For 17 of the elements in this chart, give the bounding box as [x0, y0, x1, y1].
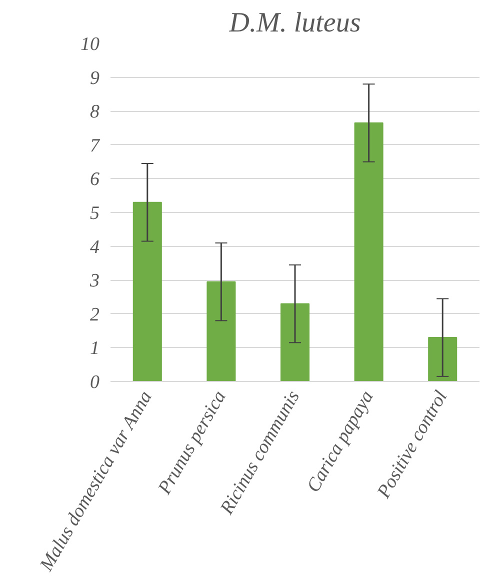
y-tick-label: 8 [90, 102, 100, 123]
y-tick-label: 5 [90, 203, 100, 224]
bar [354, 122, 384, 382]
y-tick-label: 4 [90, 236, 100, 258]
bar [206, 281, 236, 382]
bar [132, 202, 162, 382]
y-tick-label: 2 [90, 304, 100, 326]
y-tick-label: 3 [89, 270, 100, 292]
y-tick-label: 0 [90, 372, 100, 393]
y-tick-label: 10 [80, 34, 100, 55]
chart-title: D.M. luteus [228, 8, 361, 38]
y-tick-label: 1 [90, 338, 100, 360]
y-tick-label: 6 [90, 169, 100, 190]
bar [280, 303, 310, 382]
bar [428, 337, 458, 382]
y-tick-label: 9 [90, 68, 100, 89]
y-tick-label: 7 [90, 135, 101, 156]
